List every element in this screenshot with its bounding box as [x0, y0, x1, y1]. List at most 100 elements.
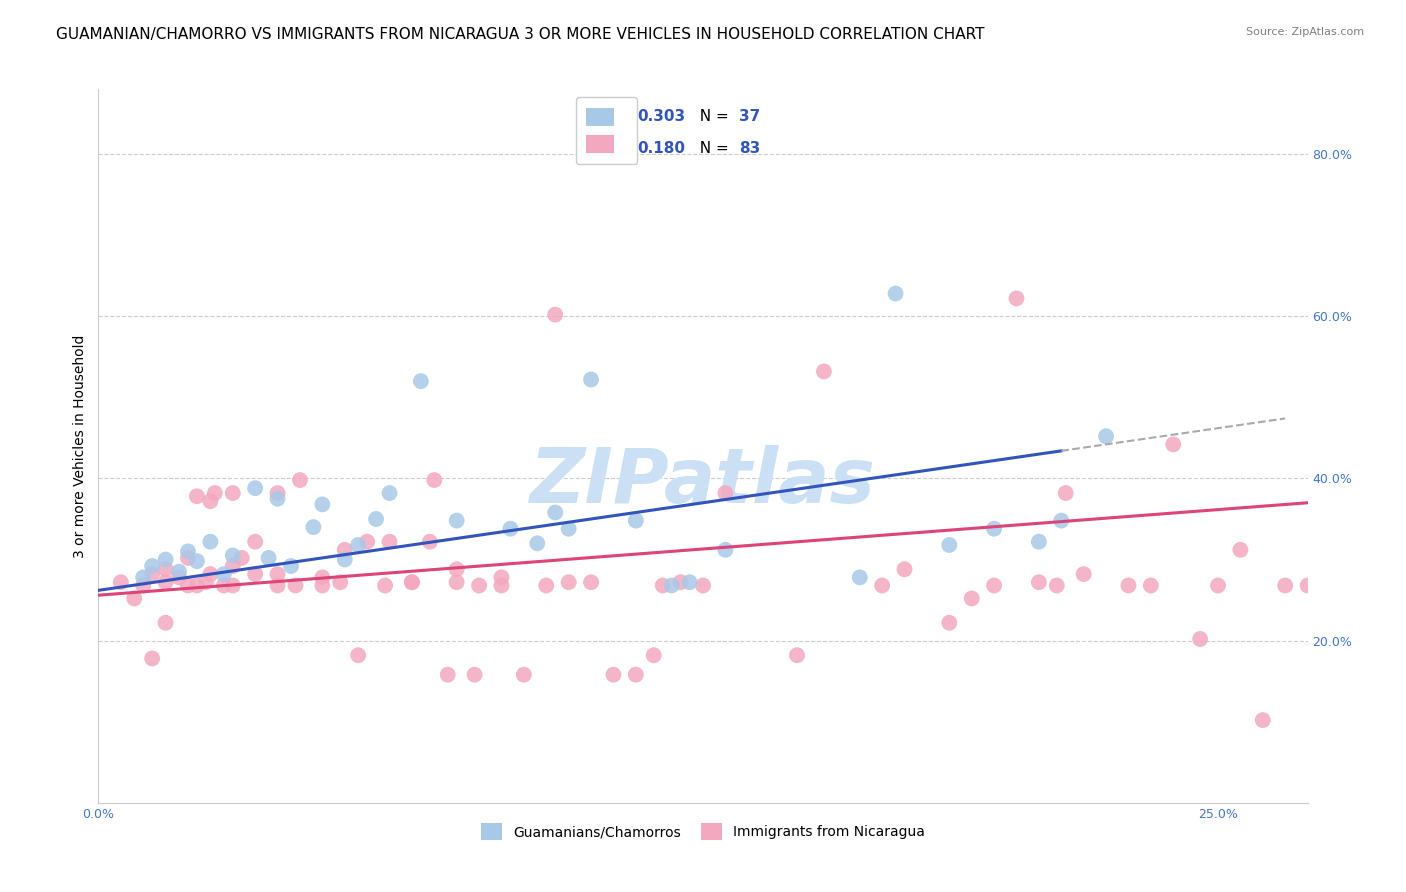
Text: 0.303: 0.303 [637, 109, 685, 124]
Point [212, 578, 235, 592]
Point [464, 667, 486, 681]
Point [870, 578, 893, 592]
Point [222, 486, 245, 500]
Point [714, 542, 737, 557]
Point [284, 578, 307, 592]
Point [177, 550, 200, 565]
Point [167, 565, 190, 579]
Point [960, 591, 983, 606]
Point [1251, 713, 1274, 727]
Point [893, 562, 915, 576]
Point [155, 562, 177, 576]
Point [177, 578, 200, 592]
Point [266, 578, 288, 592]
Point [1274, 578, 1296, 592]
Point [186, 489, 208, 503]
Point [651, 578, 673, 592]
Point [938, 615, 960, 630]
Point [557, 522, 579, 536]
Point [1095, 429, 1118, 443]
Point [333, 542, 356, 557]
Point [186, 578, 208, 592]
Point [243, 534, 266, 549]
Point [1050, 514, 1073, 528]
Point [266, 486, 288, 500]
Point [257, 550, 280, 565]
Point [446, 514, 468, 528]
Point [374, 578, 396, 592]
Point [1229, 542, 1251, 557]
Point [378, 486, 401, 500]
Point [132, 570, 155, 584]
Point [557, 575, 579, 590]
Point [347, 538, 370, 552]
Point [141, 651, 163, 665]
Legend: Guamanians/Chamorros, Immigrants from Nicaragua: Guamanians/Chamorros, Immigrants from Ni… [475, 818, 931, 846]
Point [491, 578, 513, 592]
Text: Source: ZipAtlas.com: Source: ZipAtlas.com [1246, 27, 1364, 37]
Point [983, 578, 1005, 592]
Point [364, 512, 387, 526]
Point [200, 567, 222, 582]
Point [311, 578, 333, 592]
Point [1005, 292, 1028, 306]
Point [669, 575, 692, 590]
Point [1054, 486, 1077, 500]
Point [222, 578, 245, 592]
Point [200, 534, 222, 549]
Text: ZIPatlas: ZIPatlas [530, 445, 876, 518]
Point [624, 667, 647, 681]
Y-axis label: 3 or more Vehicles in Household: 3 or more Vehicles in Household [73, 334, 87, 558]
Point [347, 648, 370, 663]
Point [714, 486, 737, 500]
Point [813, 364, 835, 378]
Point [1161, 437, 1184, 451]
Text: N =: N = [690, 141, 734, 156]
Point [1206, 578, 1229, 592]
Point [155, 575, 177, 590]
Point [212, 567, 235, 582]
Point [446, 575, 468, 590]
Point [204, 486, 226, 500]
Point [288, 473, 311, 487]
Point [302, 520, 325, 534]
Point [222, 559, 245, 574]
Point [200, 494, 222, 508]
Point [1140, 578, 1163, 592]
Point [186, 554, 208, 568]
Point [1341, 713, 1364, 727]
Point [155, 615, 177, 630]
Point [401, 575, 423, 590]
Point [1296, 578, 1319, 592]
Point [579, 372, 602, 386]
Text: R =: R = [592, 141, 624, 156]
Point [692, 578, 714, 592]
Point [624, 514, 647, 528]
Point [786, 648, 808, 663]
Text: 37: 37 [740, 109, 761, 124]
Point [446, 562, 468, 576]
Point [536, 578, 558, 592]
Point [401, 575, 423, 590]
Point [194, 575, 217, 590]
Point [311, 570, 333, 584]
Point [141, 559, 163, 574]
Point [436, 667, 458, 681]
Text: R =: R = [592, 109, 624, 124]
Point [499, 522, 522, 536]
Point [1028, 534, 1050, 549]
Point [231, 550, 253, 565]
Point [266, 567, 288, 582]
Point [378, 534, 401, 549]
Point [678, 575, 700, 590]
Point [280, 559, 302, 574]
Point [1118, 578, 1140, 592]
Point [423, 473, 446, 487]
Point [222, 549, 245, 563]
Point [602, 667, 624, 681]
Point [167, 570, 190, 584]
Point [1189, 632, 1212, 646]
Point [579, 575, 602, 590]
Text: GUAMANIAN/CHAMORRO VS IMMIGRANTS FROM NICARAGUA 3 OR MORE VEHICLES IN HOUSEHOLD : GUAMANIAN/CHAMORRO VS IMMIGRANTS FROM NI… [56, 27, 984, 42]
Point [938, 538, 960, 552]
